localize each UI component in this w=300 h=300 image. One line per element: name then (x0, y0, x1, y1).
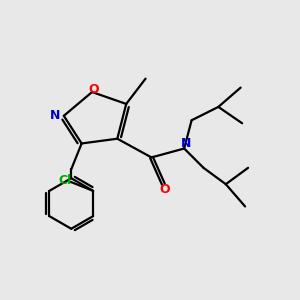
Text: O: O (88, 83, 99, 96)
Text: O: O (160, 183, 170, 196)
Text: Cl: Cl (59, 174, 72, 187)
Text: N: N (182, 137, 192, 150)
Text: N: N (50, 109, 61, 122)
